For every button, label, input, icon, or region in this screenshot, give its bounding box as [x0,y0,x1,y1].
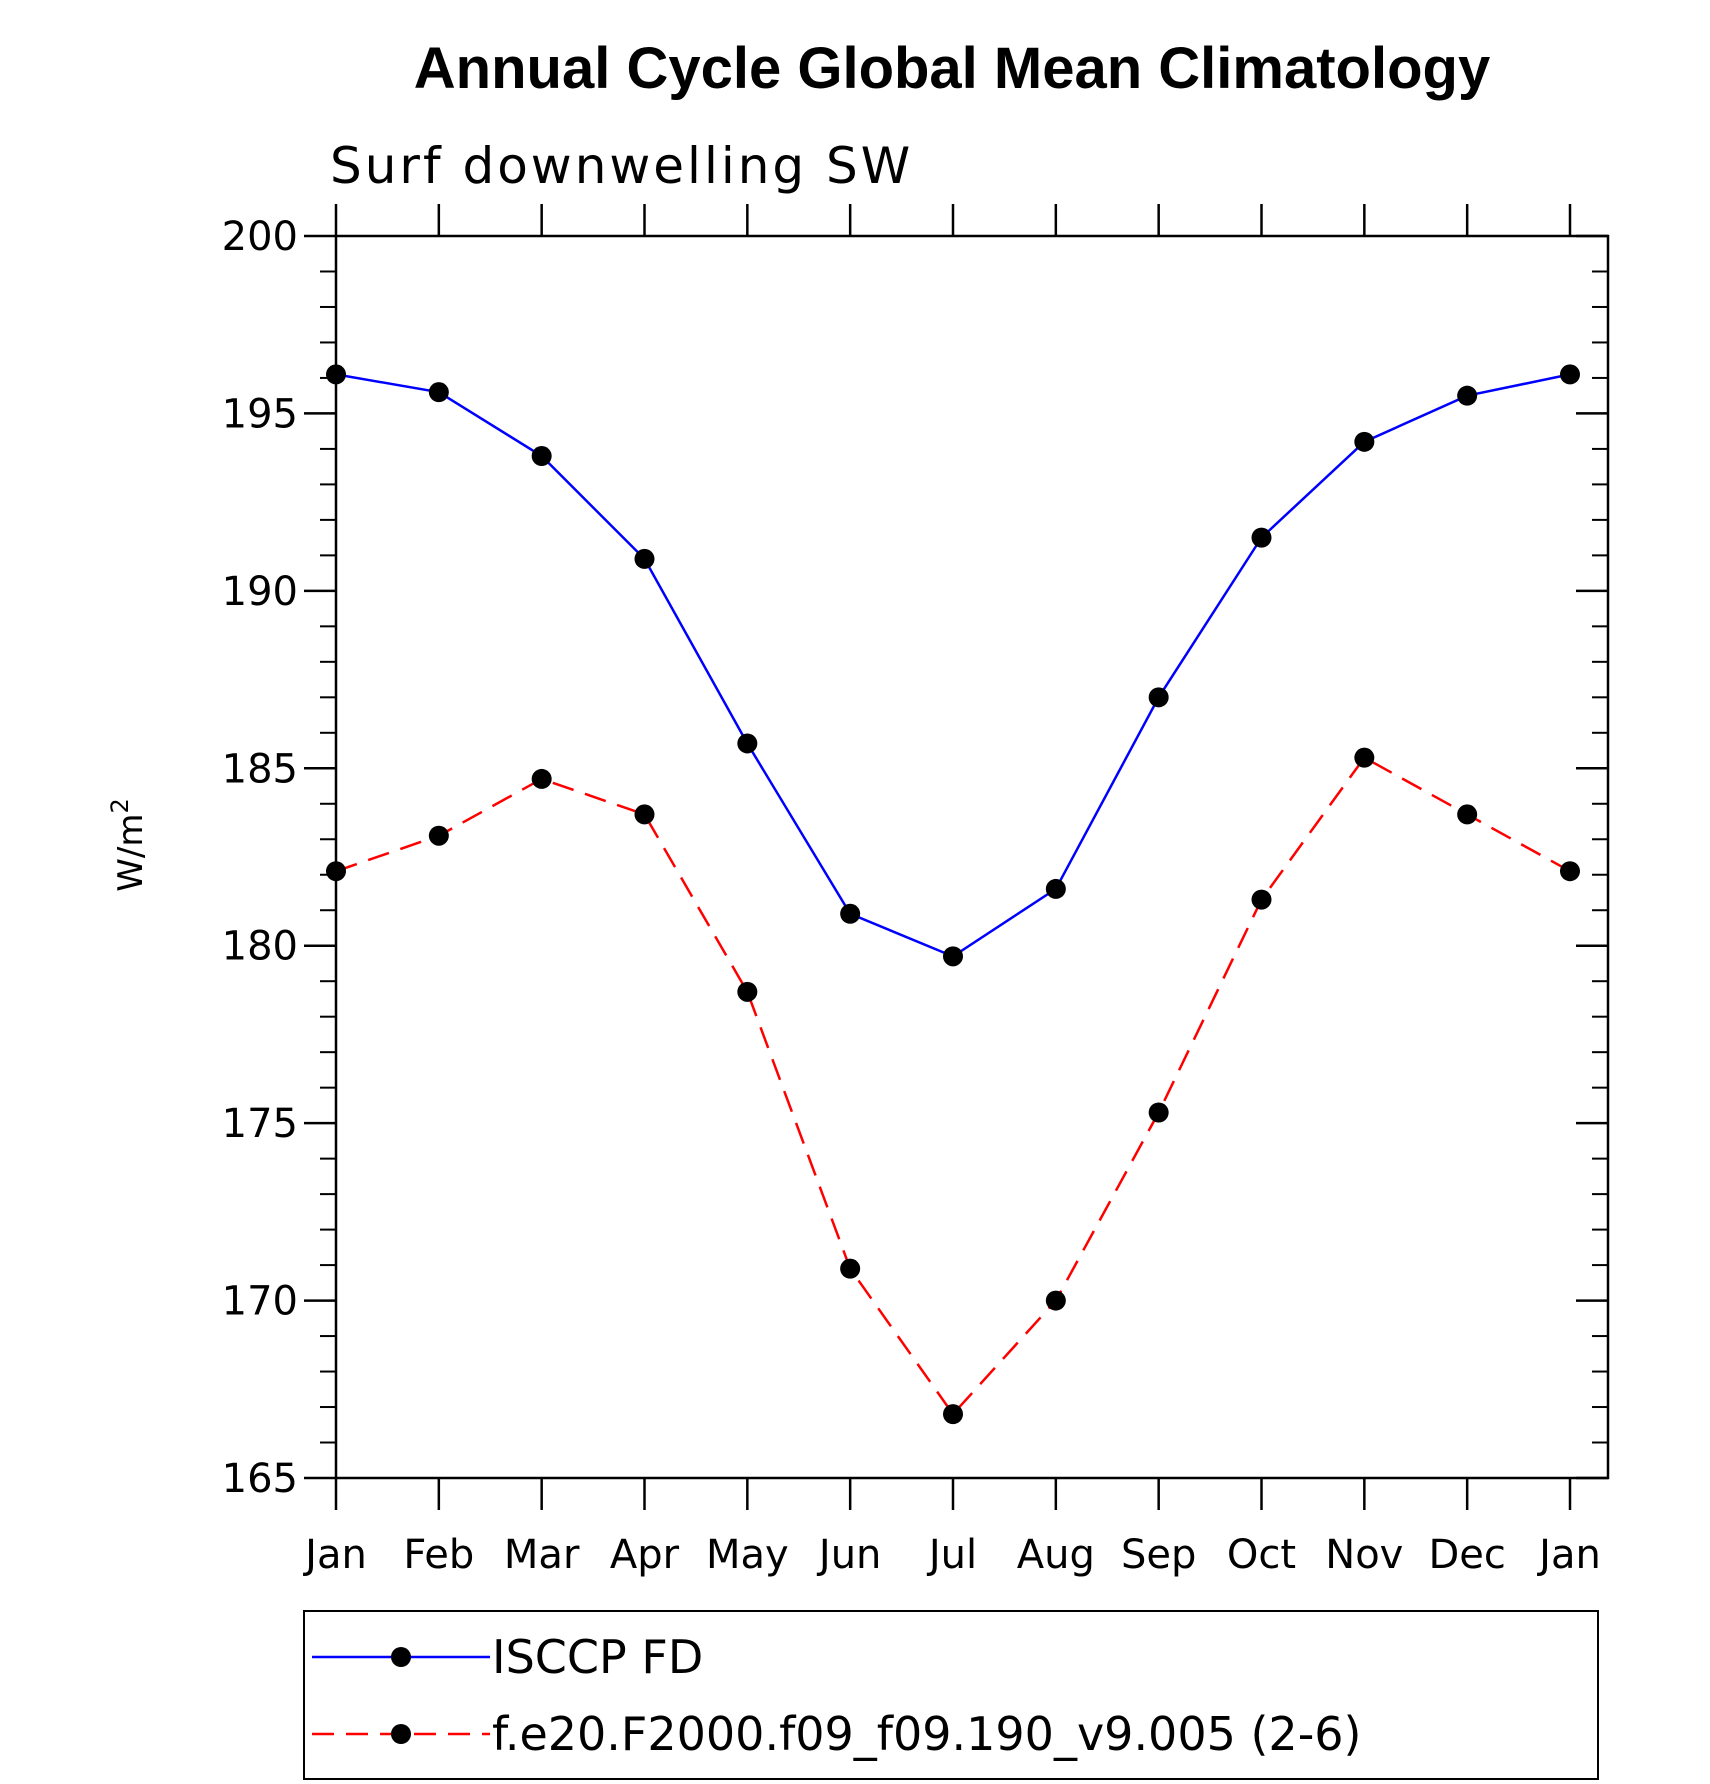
data-point-series-1 [943,1404,963,1425]
svg-text:W/m2: W/m2 [106,798,151,891]
data-point-series-1 [634,804,655,825]
y-tick-label: 185 [222,746,298,792]
series-line-1 [335,756,1571,1417]
x-tick-label: Jul [926,1532,977,1578]
data-point-series-1 [737,981,758,1002]
legend-label-isccp-fd: ISCCP FD [492,1630,703,1684]
data-point-series-0 [1045,878,1066,899]
y-axis-label-superscript: 2 [106,798,134,813]
data-point-series-0 [1354,431,1375,452]
legend-box [303,1610,1599,1780]
y-tick-label: 200 [222,214,298,260]
x-tick-label: Jan [1536,1532,1601,1578]
data-point-series-1 [326,861,346,882]
data-point-series-0 [1560,364,1580,385]
x-tick-label: Apr [610,1532,680,1578]
data-point-series-0 [326,364,346,385]
series-markers [326,364,1580,1425]
x-tick-label: Aug [1017,1532,1095,1578]
y-tick-label: 190 [222,569,298,615]
data-point-series-0 [840,903,861,924]
x-tick-label: Feb [403,1532,474,1578]
data-point-series-0 [1251,527,1272,548]
y-axis-label-text: W/m [111,814,151,892]
data-point-series-1 [1251,889,1272,910]
legend-marker-isccp-fd [391,1647,411,1667]
data-point-series-0 [531,446,552,467]
data-point-series-0 [737,733,758,754]
data-point-series-1 [1354,747,1375,768]
data-point-series-1 [1457,804,1478,825]
x-tick-label: Jun [816,1532,882,1578]
plot-frame [334,234,1610,1480]
series-line-0 [335,373,1571,958]
x-tick-label: May [706,1532,789,1578]
data-point-series-1 [1148,1102,1169,1123]
chart-subtitle: Surf downwelling SW [330,137,913,195]
data-point-series-0 [634,548,655,569]
data-point-series-0 [1148,687,1169,708]
legend: ISCCP FD f.e20.F2000.f09_f09.190_v9.005 … [303,1610,1599,1780]
data-point-series-0 [428,382,449,403]
x-tick-label: Oct [1227,1532,1296,1578]
data-point-series-0 [1457,385,1478,406]
y-tick-label: 175 [222,1101,298,1147]
y-tick-label: 170 [222,1279,298,1325]
x-tick-label: Dec [1428,1532,1505,1578]
y-tick-label: 180 [222,924,298,970]
data-point-series-1 [840,1258,861,1279]
series-lines [335,373,1571,1417]
data-point-series-1 [1560,861,1580,882]
y-axis-label: W/m2 [106,798,151,891]
data-point-series-1 [531,768,552,789]
data-point-series-0 [943,946,963,967]
y-tick-label: 195 [222,391,298,437]
data-point-series-1 [1045,1290,1066,1311]
data-point-series-1 [428,825,449,846]
x-tick-label: Mar [504,1532,580,1578]
x-tick-label: Nov [1325,1532,1403,1578]
legend-label-model-run: f.e20.F2000.f09_f09.190_v9.005 (2-6) [492,1707,1362,1761]
y-tick-label: 165 [222,1456,298,1502]
x-tick-label: Jan [302,1532,367,1578]
chart-title: Annual Cycle Global Mean Climatology [414,36,1490,101]
x-tick-label: Sep [1121,1532,1196,1578]
legend-marker-model-run [391,1724,411,1744]
